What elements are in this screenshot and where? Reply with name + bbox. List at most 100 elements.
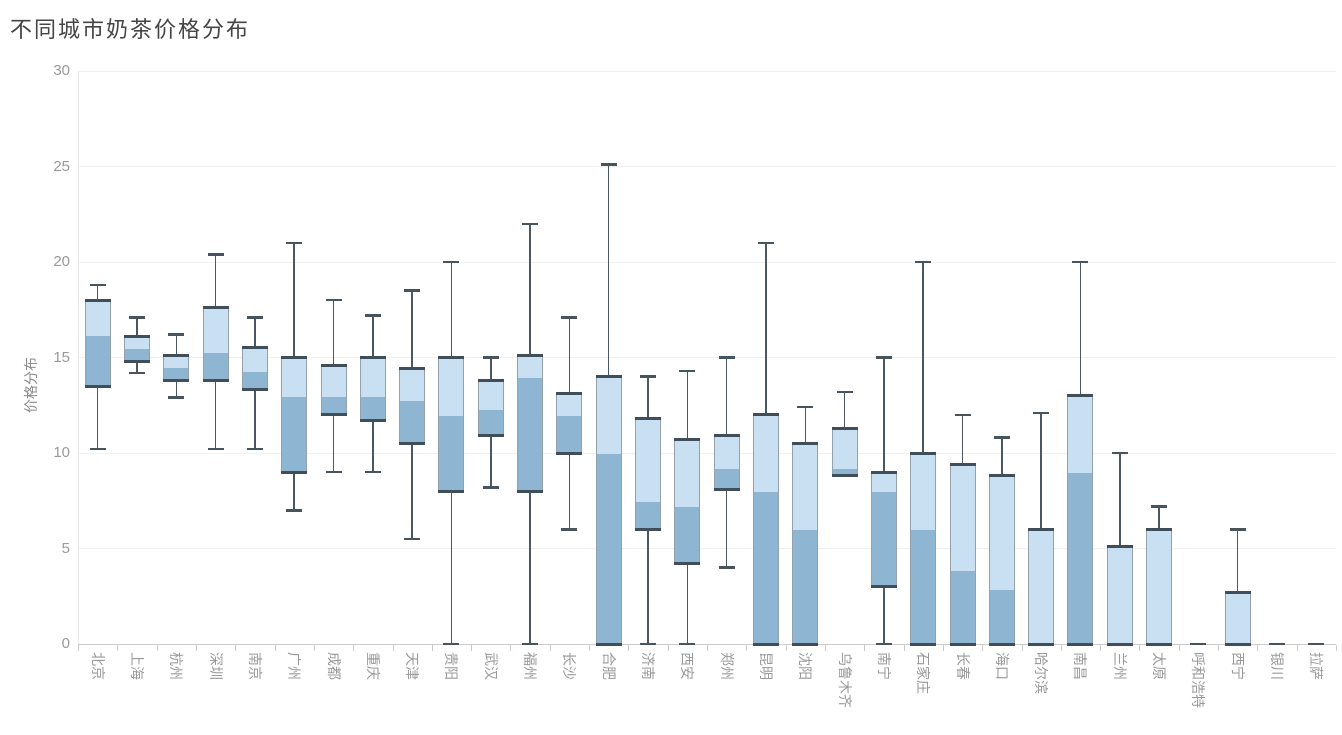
- whisker-cap-max: [246, 316, 263, 319]
- x-axis-tick: [667, 645, 669, 651]
- box-bottom-edge: [713, 487, 740, 491]
- box-upper-half: [596, 377, 621, 454]
- box-top-edge: [949, 462, 976, 466]
- y-tick-label: 30: [53, 62, 70, 79]
- x-axis-tick: [392, 645, 394, 651]
- box-top-edge: [163, 354, 190, 358]
- box-top-edge: [123, 334, 150, 338]
- y-tick-label: 20: [53, 253, 70, 270]
- x-axis-tick: [707, 645, 708, 651]
- box-lower-half: [478, 410, 503, 437]
- x-axis-label-郑州: 郑州: [718, 652, 735, 680]
- box-body: [399, 368, 426, 445]
- box-body: [1106, 546, 1133, 645]
- whisker-cap-min: [89, 447, 106, 451]
- x-axis-tick: [195, 645, 197, 651]
- whisker-cap-max: [836, 390, 853, 394]
- box-bottom-edge: [831, 474, 858, 478]
- whisker-cap-max: [1072, 260, 1089, 264]
- whisker-cap-min: [640, 642, 657, 646]
- box-bottom-edge: [84, 384, 111, 388]
- box-bottom-edge: [1224, 642, 1251, 646]
- box-top-edge: [359, 356, 386, 359]
- box-body: [556, 393, 583, 454]
- whisker-cap-max: [915, 260, 932, 264]
- box-top-edge: [477, 378, 504, 382]
- box-lower-half: [636, 501, 661, 531]
- whisker-cap-max: [443, 260, 460, 264]
- box-bottom-edge: [320, 413, 347, 417]
- box-bottom-edge: [988, 642, 1015, 646]
- x-axis-tick: [942, 645, 944, 651]
- whisker-cap-min: [482, 486, 499, 489]
- y-tick-label: 5: [61, 539, 70, 557]
- whisker-cap-min: [128, 371, 145, 375]
- chart-title: 不同城市奶茶价格分布: [10, 17, 251, 42]
- x-axis-tick: [785, 645, 787, 651]
- x-axis-tick: [589, 645, 591, 651]
- x-axis-label-西宁: 西宁: [1229, 652, 1246, 680]
- whisker-cap-max: [168, 333, 185, 336]
- x-axis-tick: [746, 645, 748, 651]
- box-top-edge: [988, 474, 1015, 478]
- box-top-edge: [713, 434, 740, 438]
- box-upper-half: [1225, 593, 1250, 645]
- box-body: [517, 355, 544, 493]
- box-upper-half: [753, 415, 778, 493]
- box-lower-half: [675, 507, 700, 565]
- box-body: [438, 357, 465, 493]
- box-top-edge: [910, 451, 937, 455]
- x-axis-tick: [117, 645, 119, 651]
- x-axis-label-福州: 福州: [522, 652, 539, 680]
- x-axis-tick: [628, 645, 630, 651]
- whisker-cap-max: [993, 436, 1010, 439]
- whisker-cap-max: [482, 356, 499, 359]
- x-axis-tick: [1060, 645, 1062, 651]
- box-upper-half: [950, 465, 975, 571]
- whisker-cap-min: [246, 447, 263, 451]
- whisker-cap-max: [1229, 528, 1246, 531]
- whisker-cap-max: [404, 289, 421, 292]
- box-lower-half: [714, 469, 739, 491]
- whisker-cap-max: [1111, 451, 1128, 455]
- x-axis-label-拉萨: 拉萨: [1308, 652, 1325, 680]
- box-upper-half: [871, 473, 896, 493]
- box-bottom-edge: [359, 419, 386, 423]
- whisker-cap-max: [207, 253, 224, 256]
- x-axis-tick: [274, 645, 276, 651]
- box-body: [831, 428, 858, 477]
- box-upper-half: [164, 356, 189, 369]
- x-axis-tick: [78, 645, 79, 651]
- x-axis-label-太原: 太原: [1151, 652, 1168, 680]
- y-axis-line: [78, 71, 79, 644]
- box-upper-half: [321, 366, 346, 397]
- x-axis-label-广州: 广州: [286, 652, 303, 680]
- box-body: [910, 453, 937, 645]
- gridline-25: [78, 166, 1336, 167]
- x-axis-tick: [471, 645, 473, 651]
- box-upper-half: [636, 419, 661, 502]
- box-top-edge: [281, 356, 308, 359]
- box-top-edge: [320, 363, 347, 367]
- box-bottom-edge: [556, 451, 583, 455]
- box-top-edge: [399, 367, 426, 371]
- x-axis-label-杭州: 杭州: [168, 652, 185, 680]
- box-bottom-edge: [241, 388, 268, 392]
- gridline-20: [78, 261, 1336, 263]
- whisker-cap-min: [207, 447, 224, 451]
- whisker-cap-max: [364, 314, 381, 317]
- box-lower-half: [282, 396, 307, 474]
- x-axis-label-乌鲁木齐: 乌鲁木齐: [836, 652, 853, 708]
- whisker-cap-min: [875, 642, 892, 646]
- box-body: [1146, 529, 1173, 645]
- x-axis-tick: [864, 645, 866, 651]
- box-bottom-edge: [792, 642, 819, 646]
- x-axis-label-海口: 海口: [993, 652, 1010, 680]
- box-top-edge: [752, 413, 779, 417]
- x-axis-label-南宁: 南宁: [875, 652, 892, 680]
- whisker-cap-min: [443, 642, 460, 646]
- whisker-cap-min: [522, 642, 539, 646]
- box-top-edge: [635, 417, 662, 421]
- box-upper-half: [400, 369, 425, 401]
- box-bottom-edge: [1028, 642, 1055, 646]
